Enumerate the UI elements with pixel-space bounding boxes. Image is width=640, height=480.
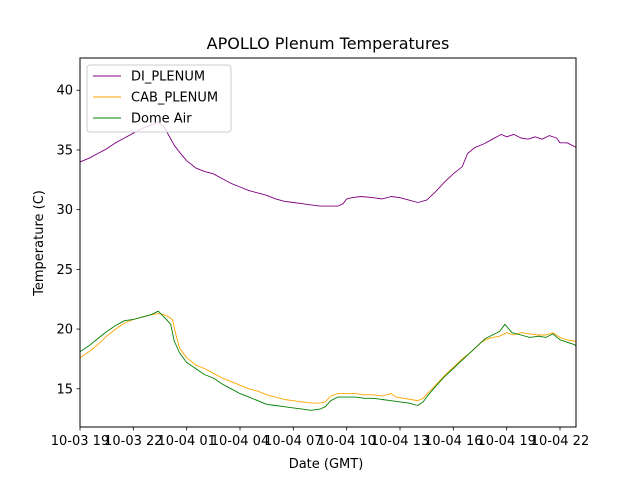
x-tick-label: 10-03 22	[104, 434, 162, 449]
x-tick-label: 10-04 10	[317, 434, 375, 449]
y-tick-label: 15	[56, 382, 73, 397]
series-line-cab-plenum	[80, 313, 576, 404]
y-tick-label: 35	[56, 143, 73, 158]
x-tick-label: 10-04 19	[477, 434, 535, 449]
y-tick-label: 25	[56, 263, 73, 278]
x-tick-label: 10-04 07	[264, 434, 322, 449]
x-tick-label: 10-03 19	[51, 434, 109, 449]
x-tick-label: 10-04 04	[211, 434, 269, 449]
x-axis-label: Date (GMT)	[289, 457, 364, 472]
series-line-dome-air	[80, 310, 576, 411]
series-line-di-plenum	[80, 122, 576, 207]
legend: DI_PLENUM CAB_PLENUM Dome Air	[86, 64, 232, 133]
x-tick-label: 10-04 16	[424, 434, 482, 449]
x-tick-label: 10-04 01	[157, 434, 215, 449]
legend-label: Dome Air	[131, 112, 192, 127]
x-tick-label: 10-04 22	[531, 434, 589, 449]
x-tick-label: 10-04 13	[371, 434, 429, 449]
y-axis-label: Temperature (C)	[32, 190, 47, 297]
y-tick-label: 20	[56, 323, 73, 338]
chart-title: APOLLO Plenum Temperatures	[207, 34, 450, 53]
legend-label: CAB_PLENUM	[131, 91, 218, 106]
y-tick-label: 30	[56, 203, 73, 218]
plot-frame	[79, 57, 577, 428]
legend-frame	[86, 64, 232, 133]
y-tick-label: 40	[56, 84, 73, 99]
legend-label: DI_PLENUM	[131, 70, 205, 85]
